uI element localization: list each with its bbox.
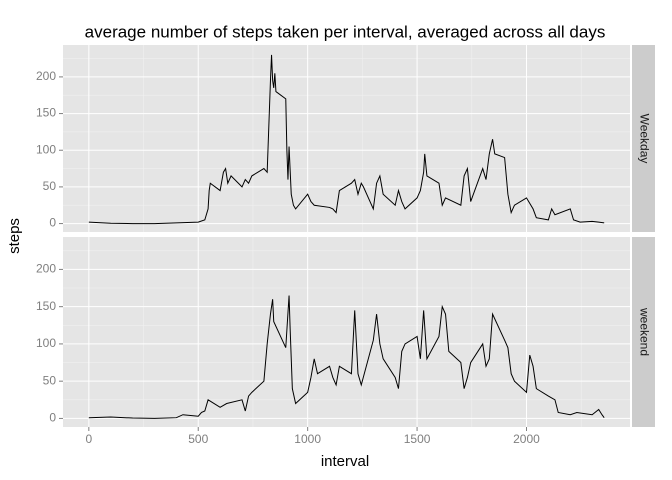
data-line [88,54,605,225]
y-tick-label: 100 [36,336,56,350]
x-tick-label: 1500 [404,432,431,446]
facet-label: Weekday [637,114,651,164]
y-axis-label: steps [6,218,23,254]
y-tick-label: 200 [36,262,56,276]
x-tick-label: 0 [85,432,92,446]
y-tick-label: 150 [36,299,56,313]
facet-strip [632,237,655,427]
y-tick-label: 50 [43,373,57,387]
x-tick-label: 500 [188,432,208,446]
panel-background [63,45,630,232]
facet-strip [632,45,655,232]
panel-background [63,237,630,427]
x-tick-label: 1000 [294,432,321,446]
chart-title: average number of steps taken per interv… [85,22,606,41]
x-axis-label: interval [321,453,369,470]
y-tick-label: 200 [36,69,56,83]
data-line [88,295,605,419]
facet-label: weekend [637,307,651,356]
y-tick-label: 0 [49,411,56,425]
y-tick-label: 100 [36,142,56,156]
y-tick-label: 50 [43,179,57,193]
y-tick-label: 0 [49,216,56,230]
x-tick-label: 2000 [513,432,540,446]
y-tick-label: 150 [36,106,56,120]
